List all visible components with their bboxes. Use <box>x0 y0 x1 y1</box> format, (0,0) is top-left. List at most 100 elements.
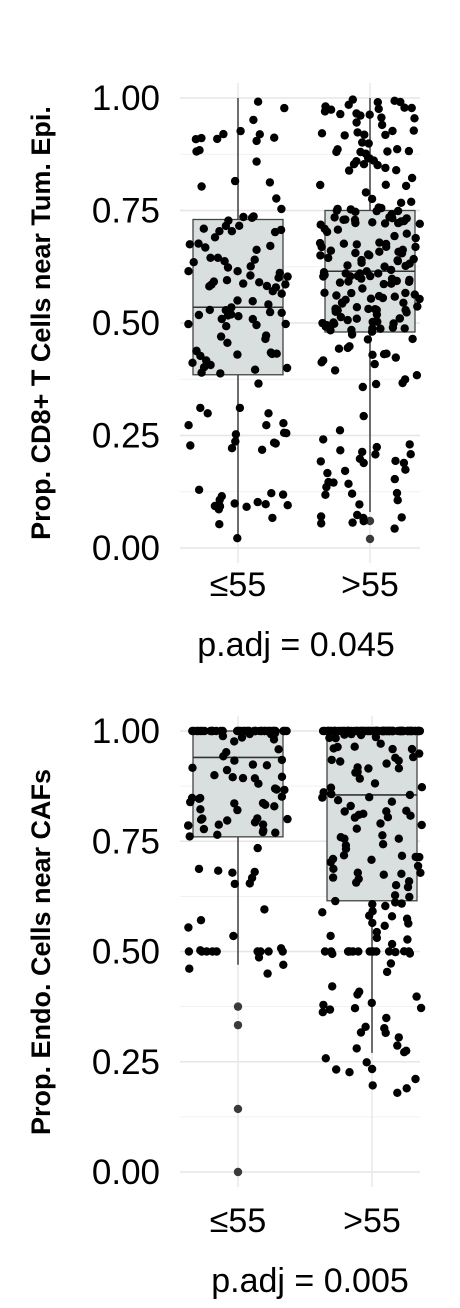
data-point <box>368 900 377 909</box>
data-point <box>354 874 363 884</box>
data-point <box>277 308 286 317</box>
data-point <box>330 726 339 736</box>
data-point <box>189 258 198 267</box>
data-point <box>252 136 261 146</box>
data-point <box>222 276 232 285</box>
data-point <box>393 145 402 154</box>
data-point <box>206 360 215 370</box>
y-axis-title: Prop. CD8+ T Cells near Tum. Epi. <box>26 106 56 540</box>
data-point <box>195 146 204 155</box>
data-point <box>278 947 287 956</box>
data-point <box>355 269 365 278</box>
data-point <box>261 800 270 809</box>
data-point <box>341 844 351 853</box>
data-point <box>265 178 275 187</box>
data-point <box>270 802 279 811</box>
data-point <box>260 905 269 914</box>
data-point <box>274 745 283 754</box>
data-point <box>231 437 240 446</box>
data-point <box>254 379 263 388</box>
data-point <box>281 280 290 289</box>
data-point <box>331 896 340 906</box>
data-point <box>388 126 397 136</box>
data-point <box>188 358 197 367</box>
data-point <box>381 163 390 173</box>
data-point <box>277 772 287 781</box>
data-point <box>410 114 419 123</box>
data-point <box>407 197 416 206</box>
data-point <box>350 1004 360 1013</box>
y-tick-label: 0.25 <box>92 1043 160 1082</box>
data-point <box>231 430 241 439</box>
data-point <box>198 814 207 823</box>
data-point <box>335 426 345 435</box>
data-point <box>417 783 427 792</box>
data-point <box>362 267 371 276</box>
y-tick-label: 0.50 <box>92 933 160 972</box>
data-point <box>368 324 377 333</box>
data-point <box>230 737 239 746</box>
data-point <box>400 103 409 112</box>
data-point <box>394 756 403 765</box>
data-point <box>408 334 417 344</box>
data-point <box>390 474 399 484</box>
data-point <box>332 206 341 215</box>
data-point <box>360 726 369 736</box>
data-point <box>322 227 332 237</box>
data-point <box>329 864 338 873</box>
data-point <box>378 831 387 840</box>
data-point <box>248 760 258 769</box>
data-point <box>406 450 415 459</box>
data-point <box>403 935 412 944</box>
data-point <box>355 774 364 783</box>
data-point <box>188 763 197 772</box>
data-point <box>230 799 239 808</box>
data-point <box>336 446 345 455</box>
data-point <box>253 97 263 106</box>
data-point <box>317 129 327 138</box>
data-point <box>361 1022 370 1031</box>
data-point <box>339 851 349 860</box>
data-point <box>362 1058 371 1067</box>
data-point <box>395 726 404 736</box>
data-point <box>283 814 292 824</box>
data-point <box>394 1033 403 1042</box>
data-point <box>401 288 410 298</box>
data-point <box>379 279 388 289</box>
data-point <box>210 233 220 242</box>
data-point <box>238 773 248 783</box>
data-point <box>397 851 407 860</box>
data-point <box>336 833 345 842</box>
data-point <box>330 213 339 222</box>
data-point <box>255 130 264 139</box>
data-point <box>367 194 377 204</box>
data-point <box>373 160 382 170</box>
data-point <box>184 821 193 830</box>
data-point <box>379 870 388 879</box>
data-point <box>184 267 193 276</box>
data-point <box>372 206 381 216</box>
data-point <box>367 1064 377 1074</box>
data-point <box>246 271 255 280</box>
data-point <box>330 319 339 328</box>
data-point <box>348 518 357 527</box>
data-point <box>347 325 356 335</box>
data-point <box>264 726 274 736</box>
data-point <box>391 898 400 907</box>
data-point <box>237 733 247 742</box>
data-point <box>359 513 368 523</box>
data-point <box>327 789 336 799</box>
data-point <box>233 534 242 543</box>
data-point <box>387 939 397 949</box>
data-point <box>239 279 248 288</box>
data-point <box>200 726 209 736</box>
data-point <box>361 149 370 158</box>
data-point <box>391 353 400 362</box>
data-point <box>215 520 224 529</box>
data-point <box>376 739 385 748</box>
y-tick-label: 1.00 <box>92 712 160 751</box>
data-point <box>407 744 417 754</box>
data-point <box>212 947 221 956</box>
data-point <box>397 869 406 878</box>
data-point <box>372 927 381 937</box>
